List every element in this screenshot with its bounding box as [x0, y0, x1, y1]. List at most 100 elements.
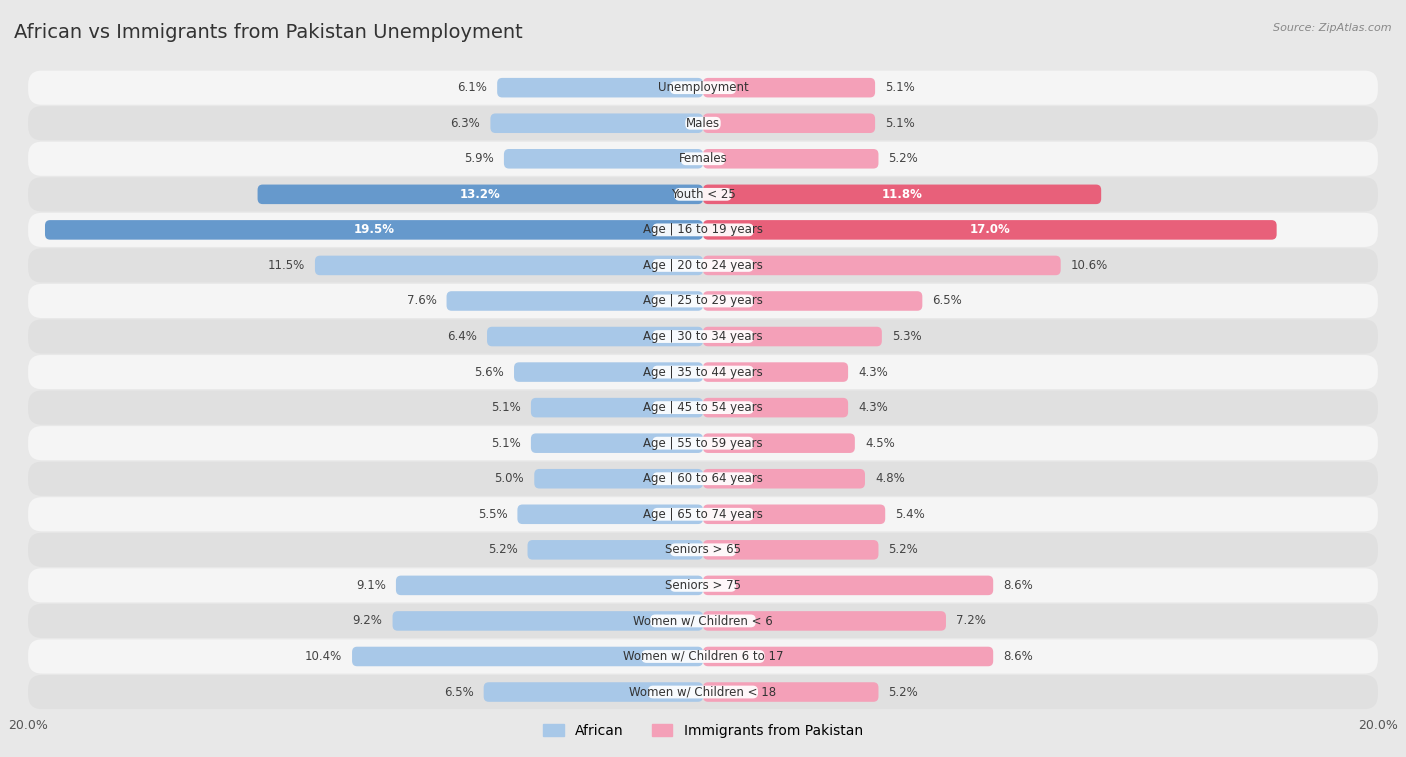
Text: 5.1%: 5.1% [491, 401, 520, 414]
FancyBboxPatch shape [28, 355, 1378, 389]
Text: 5.2%: 5.2% [889, 152, 918, 165]
FancyBboxPatch shape [28, 640, 1378, 674]
FancyBboxPatch shape [484, 682, 703, 702]
Text: 17.0%: 17.0% [970, 223, 1010, 236]
FancyBboxPatch shape [396, 575, 703, 595]
FancyBboxPatch shape [652, 508, 754, 521]
FancyBboxPatch shape [28, 391, 1378, 425]
Text: Age | 35 to 44 years: Age | 35 to 44 years [643, 366, 763, 378]
FancyBboxPatch shape [28, 319, 1378, 354]
FancyBboxPatch shape [641, 650, 765, 663]
FancyBboxPatch shape [515, 363, 703, 382]
FancyBboxPatch shape [28, 106, 1378, 140]
FancyBboxPatch shape [352, 646, 703, 666]
FancyBboxPatch shape [669, 579, 737, 592]
Text: 8.6%: 8.6% [1004, 579, 1033, 592]
FancyBboxPatch shape [703, 434, 855, 453]
FancyBboxPatch shape [28, 533, 1378, 567]
Text: Women w/ Children < 18: Women w/ Children < 18 [630, 686, 776, 699]
Text: 9.2%: 9.2% [353, 615, 382, 628]
FancyBboxPatch shape [703, 114, 875, 133]
Text: Age | 25 to 29 years: Age | 25 to 29 years [643, 294, 763, 307]
FancyBboxPatch shape [652, 366, 754, 378]
FancyBboxPatch shape [650, 615, 756, 628]
Text: 10.4%: 10.4% [305, 650, 342, 663]
FancyBboxPatch shape [681, 152, 725, 165]
FancyBboxPatch shape [652, 294, 754, 307]
Text: 8.6%: 8.6% [1004, 650, 1033, 663]
FancyBboxPatch shape [703, 398, 848, 417]
Text: 4.3%: 4.3% [858, 401, 889, 414]
Text: 10.6%: 10.6% [1071, 259, 1108, 272]
FancyBboxPatch shape [28, 604, 1378, 638]
Text: 19.5%: 19.5% [353, 223, 395, 236]
FancyBboxPatch shape [652, 401, 754, 414]
Text: Unemployment: Unemployment [658, 81, 748, 94]
Text: 5.3%: 5.3% [891, 330, 921, 343]
FancyBboxPatch shape [517, 504, 703, 524]
FancyBboxPatch shape [703, 469, 865, 488]
FancyBboxPatch shape [257, 185, 703, 204]
Text: Women w/ Children < 6: Women w/ Children < 6 [633, 615, 773, 628]
Text: Age | 16 to 19 years: Age | 16 to 19 years [643, 223, 763, 236]
Text: 11.8%: 11.8% [882, 188, 922, 201]
Text: 5.2%: 5.2% [889, 686, 918, 699]
FancyBboxPatch shape [652, 472, 754, 485]
FancyBboxPatch shape [498, 78, 703, 98]
Text: Age | 20 to 24 years: Age | 20 to 24 years [643, 259, 763, 272]
FancyBboxPatch shape [28, 213, 1378, 247]
Text: 13.2%: 13.2% [460, 188, 501, 201]
FancyBboxPatch shape [28, 462, 1378, 496]
FancyBboxPatch shape [703, 575, 993, 595]
FancyBboxPatch shape [669, 544, 737, 556]
FancyBboxPatch shape [669, 81, 737, 94]
Text: Age | 60 to 64 years: Age | 60 to 64 years [643, 472, 763, 485]
FancyBboxPatch shape [652, 259, 754, 272]
Text: Seniors > 65: Seniors > 65 [665, 544, 741, 556]
FancyBboxPatch shape [28, 426, 1378, 460]
FancyBboxPatch shape [486, 327, 703, 346]
FancyBboxPatch shape [652, 330, 754, 343]
FancyBboxPatch shape [703, 327, 882, 346]
Text: 5.0%: 5.0% [495, 472, 524, 485]
Text: Age | 65 to 74 years: Age | 65 to 74 years [643, 508, 763, 521]
FancyBboxPatch shape [703, 291, 922, 311]
FancyBboxPatch shape [703, 78, 875, 98]
FancyBboxPatch shape [527, 540, 703, 559]
FancyBboxPatch shape [703, 256, 1060, 276]
FancyBboxPatch shape [703, 504, 886, 524]
FancyBboxPatch shape [28, 177, 1378, 211]
Text: 4.3%: 4.3% [858, 366, 889, 378]
Text: 6.1%: 6.1% [457, 81, 486, 94]
FancyBboxPatch shape [685, 117, 721, 129]
FancyBboxPatch shape [491, 114, 703, 133]
FancyBboxPatch shape [28, 497, 1378, 531]
Text: 5.1%: 5.1% [886, 117, 915, 129]
Text: 6.3%: 6.3% [450, 117, 481, 129]
Text: 5.2%: 5.2% [488, 544, 517, 556]
FancyBboxPatch shape [534, 469, 703, 488]
Text: 5.6%: 5.6% [474, 366, 503, 378]
Text: 7.2%: 7.2% [956, 615, 986, 628]
FancyBboxPatch shape [703, 220, 1277, 240]
FancyBboxPatch shape [28, 70, 1378, 104]
Text: 5.2%: 5.2% [889, 544, 918, 556]
Text: 6.4%: 6.4% [447, 330, 477, 343]
FancyBboxPatch shape [531, 398, 703, 417]
Text: Age | 55 to 59 years: Age | 55 to 59 years [643, 437, 763, 450]
Text: 6.5%: 6.5% [444, 686, 474, 699]
FancyBboxPatch shape [703, 646, 993, 666]
FancyBboxPatch shape [28, 248, 1378, 282]
Text: 5.1%: 5.1% [886, 81, 915, 94]
Text: 5.9%: 5.9% [464, 152, 494, 165]
Text: Women w/ Children 6 to 17: Women w/ Children 6 to 17 [623, 650, 783, 663]
Text: African vs Immigrants from Pakistan Unemployment: African vs Immigrants from Pakistan Unem… [14, 23, 523, 42]
Text: Youth < 25: Youth < 25 [671, 188, 735, 201]
FancyBboxPatch shape [703, 363, 848, 382]
Text: Age | 45 to 54 years: Age | 45 to 54 years [643, 401, 763, 414]
Text: Seniors > 75: Seniors > 75 [665, 579, 741, 592]
FancyBboxPatch shape [28, 675, 1378, 709]
Text: 5.4%: 5.4% [896, 508, 925, 521]
Text: 4.5%: 4.5% [865, 437, 894, 450]
Text: Age | 30 to 34 years: Age | 30 to 34 years [643, 330, 763, 343]
